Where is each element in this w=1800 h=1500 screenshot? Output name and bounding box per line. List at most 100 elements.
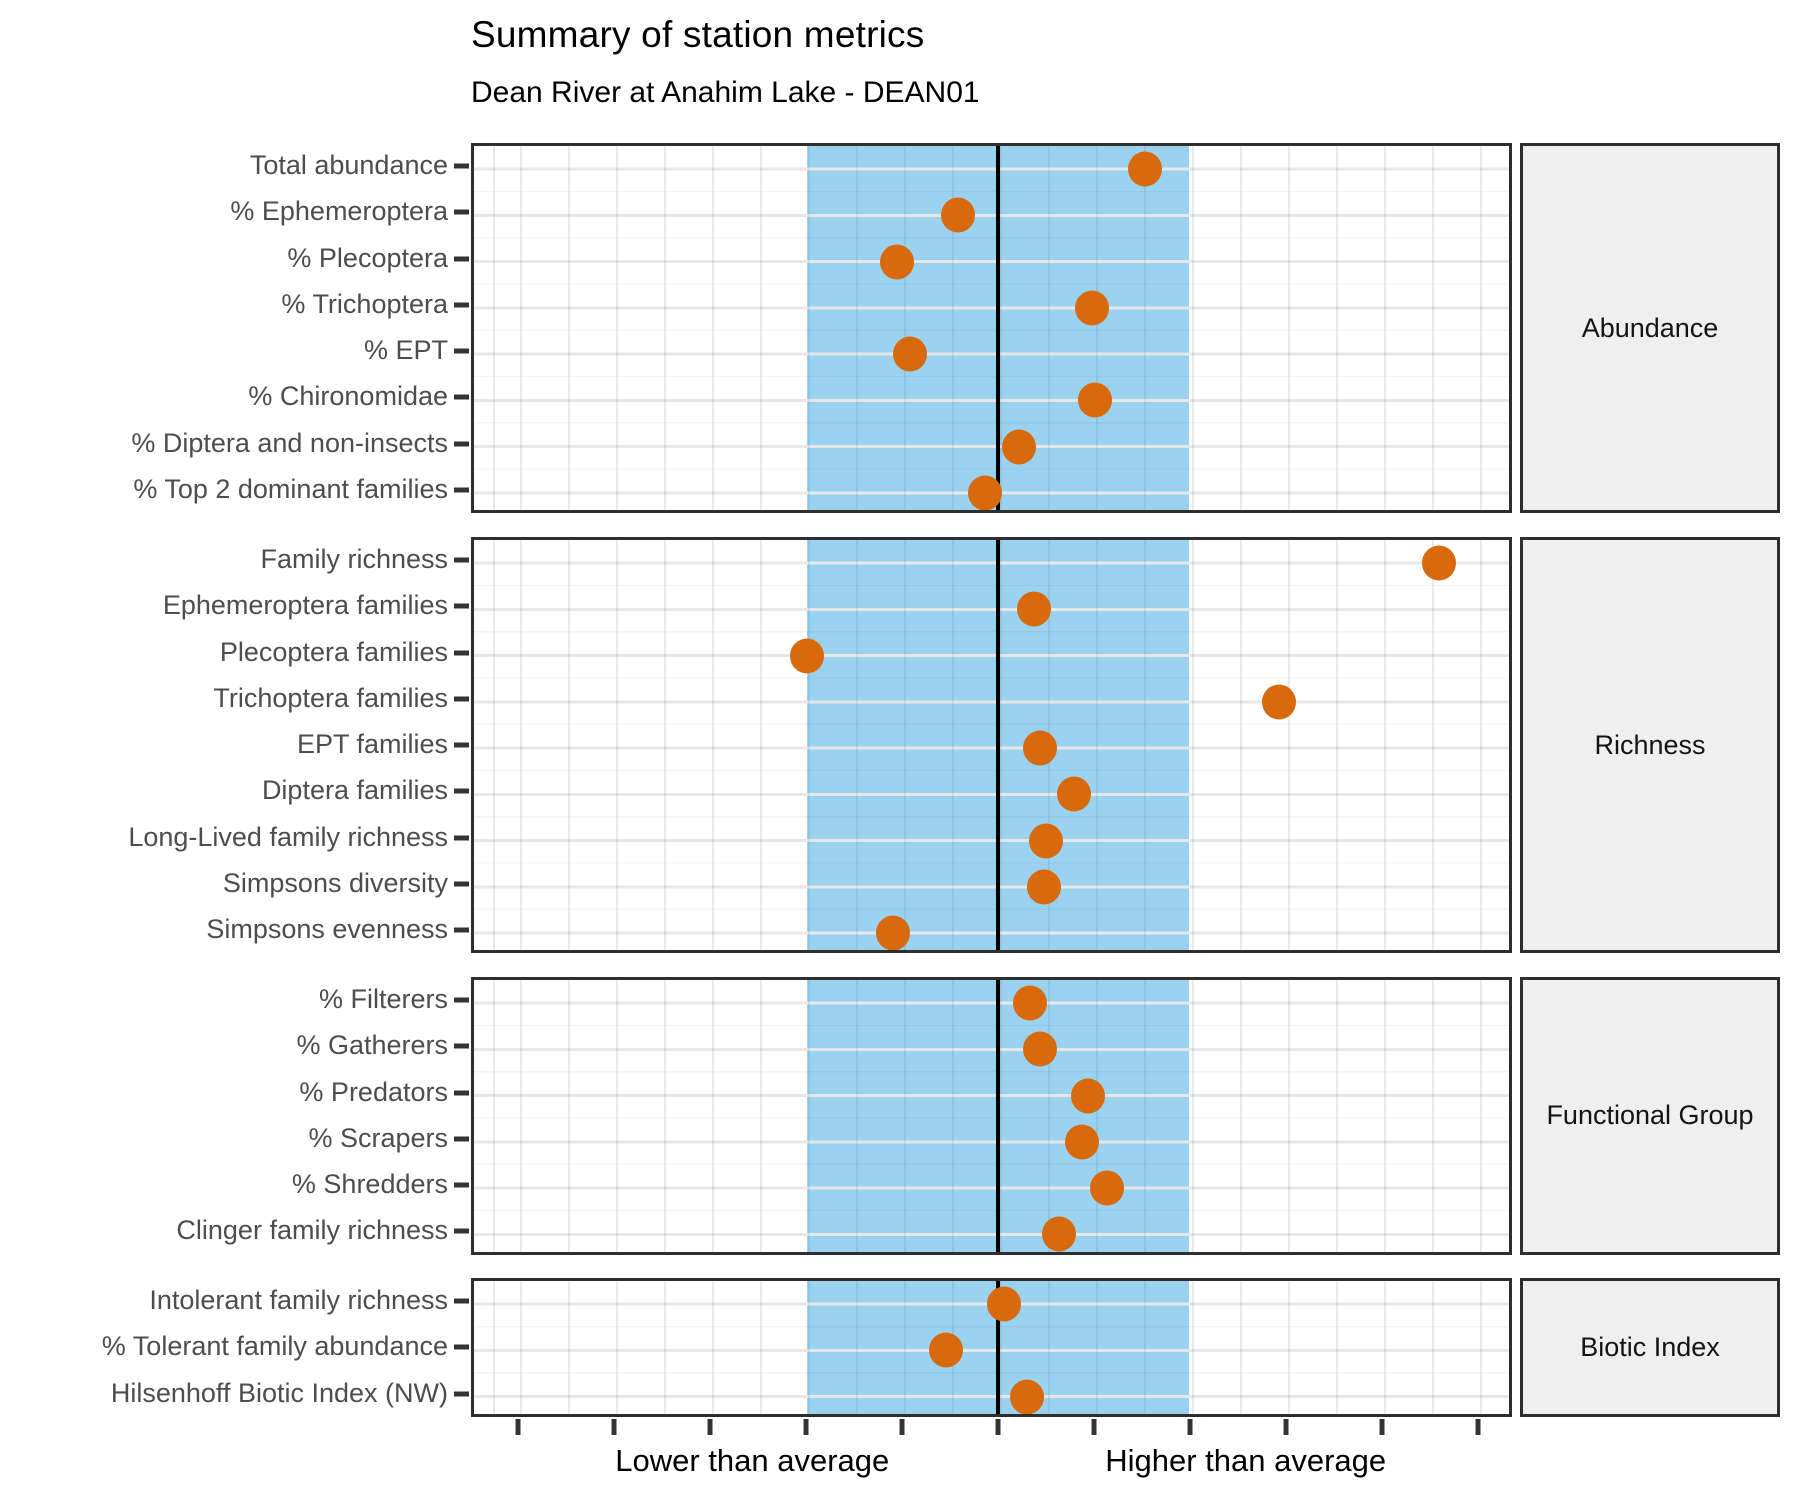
panel-group-richness: Family richness Ephemeroptera families Ple… (0, 537, 1800, 954)
strip-label: Functional Group (1546, 1100, 1754, 1131)
metric-dot-total-abundance (1127, 151, 1162, 187)
y-axis-label: % Diptera and non-insects (131, 427, 448, 458)
y-axis-label: % Trichoptera (281, 288, 448, 319)
x-axis-tick (1187, 1419, 1193, 1435)
y-axis-label: Family richness (260, 544, 448, 575)
chart-title: Summary of station metrics (471, 14, 925, 55)
metric-dot-diptera-families (1057, 776, 1092, 812)
y-axis-label: Clinger family richness (176, 1215, 448, 1246)
strip-label: Biotic Index (1580, 1331, 1720, 1362)
y-axis-label: Long-Lived family richness (128, 821, 448, 852)
y-axis-label: Intolerant family richness (149, 1285, 448, 1316)
y-axis-label: % Predators (299, 1076, 448, 1107)
metric-dot-filterers (1013, 985, 1048, 1021)
panel-gridlines (474, 980, 1509, 1252)
metric-dot-plecoptera (879, 244, 914, 280)
y-axis-label: Trichoptera families (213, 682, 448, 713)
y-axis-tick (454, 997, 469, 1003)
y-axis-tick (454, 742, 469, 748)
metric-dot-ephemeroptera (940, 197, 975, 233)
metric-dot-long-lived-family-richness (1028, 823, 1063, 859)
strip-label: Richness (1594, 729, 1706, 760)
metric-dot-scrapers (1064, 1124, 1099, 1160)
y-axis-tick (454, 927, 469, 933)
y-axis-label: % Plecoptera (287, 242, 448, 273)
y-axis-label: % EPT (363, 335, 448, 366)
average-center-line (996, 540, 1000, 951)
y-axis-tick (454, 1228, 469, 1234)
metric-dot-chironomidae (1078, 382, 1113, 418)
panel-biotic-index (471, 1278, 1512, 1417)
metric-dot-ept (893, 336, 928, 372)
x-axis-tick (515, 1419, 521, 1435)
y-axis-label: % Tolerant family abundance (101, 1331, 448, 1362)
y-axis-tick (454, 881, 469, 887)
metric-dot-trichoptera (1074, 290, 1109, 326)
x-axis-tick (899, 1419, 905, 1435)
y-axis-tick (454, 302, 469, 308)
y-axis-label: Plecoptera families (219, 636, 448, 667)
metric-dot-plecoptera-families (790, 638, 825, 674)
metric-dot-family-richness (1421, 545, 1456, 581)
panel-group-functional-group: % Filterers % Gatherers % Predators % Scrap… (0, 977, 1800, 1255)
y-axis-tick (454, 557, 469, 563)
y-axis-tick (454, 1391, 469, 1397)
y-axis-tick (454, 603, 469, 609)
panel-group-abundance: Total abundance % Ephemeroptera % Plecopte… (0, 143, 1800, 513)
panel-richness (471, 537, 1512, 954)
y-axis-tick (454, 650, 469, 656)
metric-dot-intolerant-family-richness (986, 1286, 1021, 1322)
strip-richness: Richness (1520, 537, 1780, 954)
average-center-line (996, 146, 1000, 510)
x-axis-label-lower: Lower than average (615, 1443, 890, 1478)
y-axis-label: EPT families (296, 729, 448, 760)
metric-dot-ephemeroptera-families (1017, 591, 1052, 627)
y-axis-tick (454, 487, 469, 493)
x-axis-tick (1283, 1419, 1289, 1435)
y-axis-tick (454, 394, 469, 400)
x-axis-tick (707, 1419, 713, 1435)
x-axis-tick (611, 1419, 617, 1435)
metric-dot-shredders (1089, 1170, 1124, 1206)
y-axis-label: Total abundance (249, 150, 448, 181)
y-axis-label: % Chironomidae (248, 381, 448, 412)
y-axis-label: Simpsons diversity (222, 867, 448, 898)
y-axis-label: % Top 2 dominant families (133, 473, 448, 504)
y-axis-tick (454, 163, 469, 169)
x-axis-tick (995, 1419, 1001, 1435)
y-axis-tick (454, 788, 469, 794)
y-axis-label: % Gatherers (296, 1030, 448, 1061)
panel-functional-group (471, 977, 1512, 1255)
x-axis-tick (1091, 1419, 1097, 1435)
y-axis-label: Hilsenhoff Biotic Index (NW) (110, 1377, 448, 1408)
chart-subtitle: Dean River at Anahim Lake - DEAN01 (471, 76, 980, 109)
y-axis-tick (454, 1136, 469, 1142)
panel-gridlines (474, 540, 1509, 951)
y-axis-label: % Ephemeroptera (230, 196, 448, 227)
y-axis-label: Ephemeroptera families (162, 590, 448, 621)
y-axis-label: Diptera families (261, 775, 448, 806)
y-axis-tick (454, 835, 469, 841)
panel-gridlines (474, 146, 1509, 510)
panel-group-biotic-index: Intolerant family richness % Tolerant fam… (0, 1278, 1800, 1417)
y-axis-tick (454, 1090, 469, 1096)
metric-dot-clinger-family-richness (1042, 1216, 1077, 1252)
y-axis-tick (454, 1344, 469, 1350)
strip-biotic-index: Biotic Index (1520, 1278, 1780, 1417)
y-axis-tick (454, 1043, 469, 1049)
y-axis-tick (454, 348, 469, 354)
x-axis-tick (1475, 1419, 1481, 1435)
metric-dot-simpsons-evenness (875, 915, 910, 951)
metric-dot-ept-families (1022, 730, 1057, 766)
strip-label: Abundance (1581, 312, 1719, 343)
y-axis-label: Simpsons evenness (206, 914, 448, 945)
y-axis-tick (454, 1182, 469, 1188)
metric-dot-simpsons-diversity (1026, 869, 1061, 905)
metric-dot-predators (1070, 1078, 1105, 1114)
y-axis-label: % Shredders (291, 1169, 448, 1200)
y-axis-label: % Filterers (318, 984, 448, 1015)
metric-dot-diptera-and-non-insects (1001, 429, 1036, 465)
y-axis-tick (454, 256, 469, 262)
y-axis-tick (454, 209, 469, 215)
